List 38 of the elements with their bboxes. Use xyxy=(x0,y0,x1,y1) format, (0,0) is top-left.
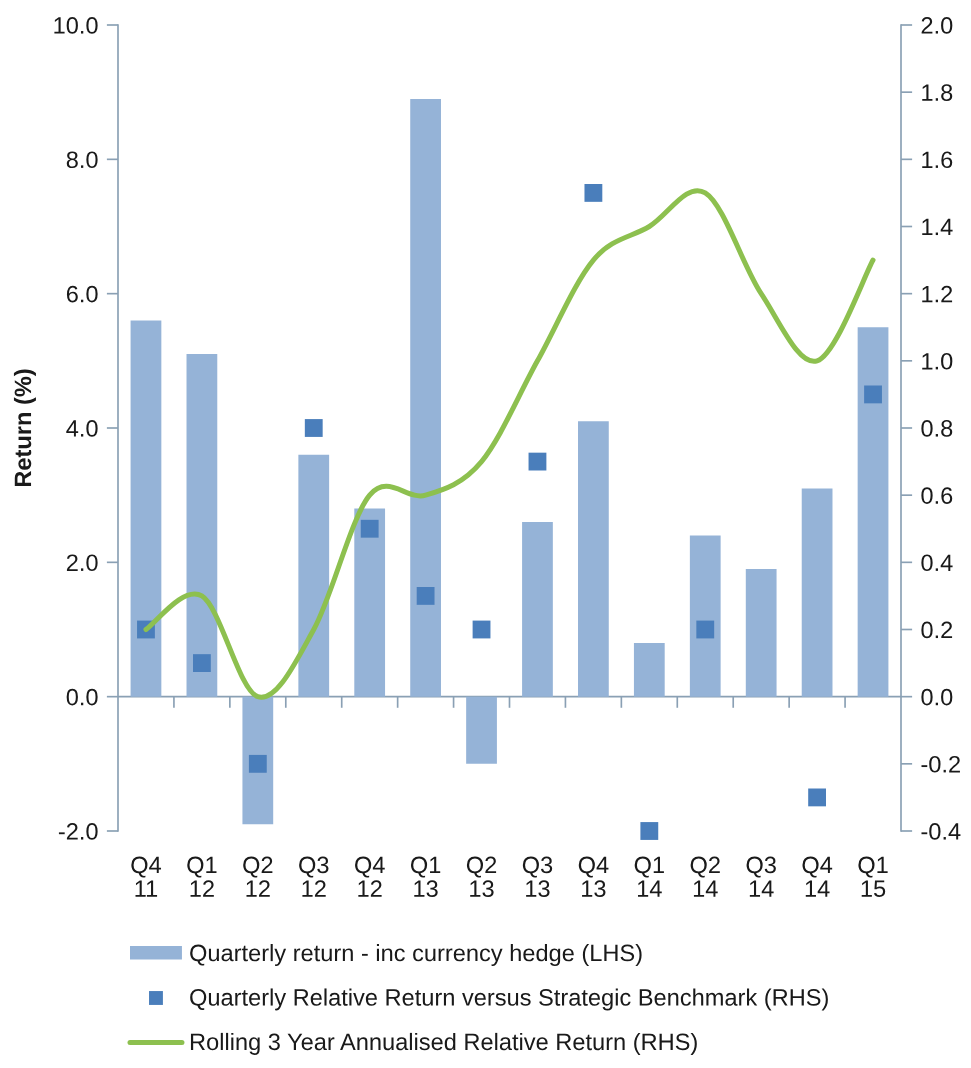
y2-tick-label: 1.6 xyxy=(922,151,953,169)
y2-tick-label: -0.2 xyxy=(921,755,960,773)
x-tick-label: Q2 13 xyxy=(466,856,497,898)
x-tick-label: Q1 14 xyxy=(634,856,664,897)
x-tick-label: Q4 14 xyxy=(802,856,833,897)
y2-tick-label: 1.4 xyxy=(922,218,953,236)
x-tick-label: Q2 12 xyxy=(243,856,273,897)
y2-tick-label: 1.2 xyxy=(922,285,953,303)
y2-tick-label: 2.0 xyxy=(921,17,953,34)
y2-tick-label: 0.4 xyxy=(921,554,953,572)
x-tick-label: Q4 12 xyxy=(355,856,385,897)
y2-tick-label: -0.4 xyxy=(921,823,961,840)
y-axis-title: Return (%) xyxy=(13,369,36,487)
x-tick-label: Q4 13 xyxy=(578,856,609,898)
y2-tick-label: 0.8 xyxy=(921,420,953,437)
y2-tick-label: 0.2 xyxy=(921,621,953,639)
y-tick-label: 6.0 xyxy=(66,285,98,303)
x-tick-label: Q3 12 xyxy=(299,856,329,897)
y-tick-label: 8.0 xyxy=(66,151,98,169)
y2-tick-label: 1.0 xyxy=(922,352,953,370)
y2-tick-label: 1.8 xyxy=(922,84,953,101)
y-tick-label: 0.0 xyxy=(66,688,98,706)
x-tick-label: Q3 14 xyxy=(746,856,776,897)
x-tick-label: Q1 15 xyxy=(858,856,888,898)
x-tick-label: Q4 11 xyxy=(131,856,162,897)
legend-label: Quarterly Relative Return versus Strategic Benchmark (RHS) xyxy=(190,988,828,1011)
x-tick-label: Q2 14 xyxy=(690,856,720,897)
y-tick-label: 4.0 xyxy=(66,420,98,437)
y2-tick-label: 0.0 xyxy=(921,688,953,706)
x-tick-label: Q3 13 xyxy=(522,856,553,898)
y-tick-label: 10.0 xyxy=(54,17,98,34)
y-tick-label: 2.0 xyxy=(66,554,98,572)
y-tick-label: -2.0 xyxy=(58,823,98,840)
x-tick-label: Q1 13 xyxy=(410,856,441,898)
legend-label: Quarterly return - inc currency hedge (LHS) xyxy=(190,944,642,967)
y2-tick-label: 0.6 xyxy=(921,487,953,504)
legend-label: Rolling 3 Year Annualised Relative Return (RHS) xyxy=(190,1032,697,1055)
x-tick-label: Q1 12 xyxy=(187,856,217,897)
